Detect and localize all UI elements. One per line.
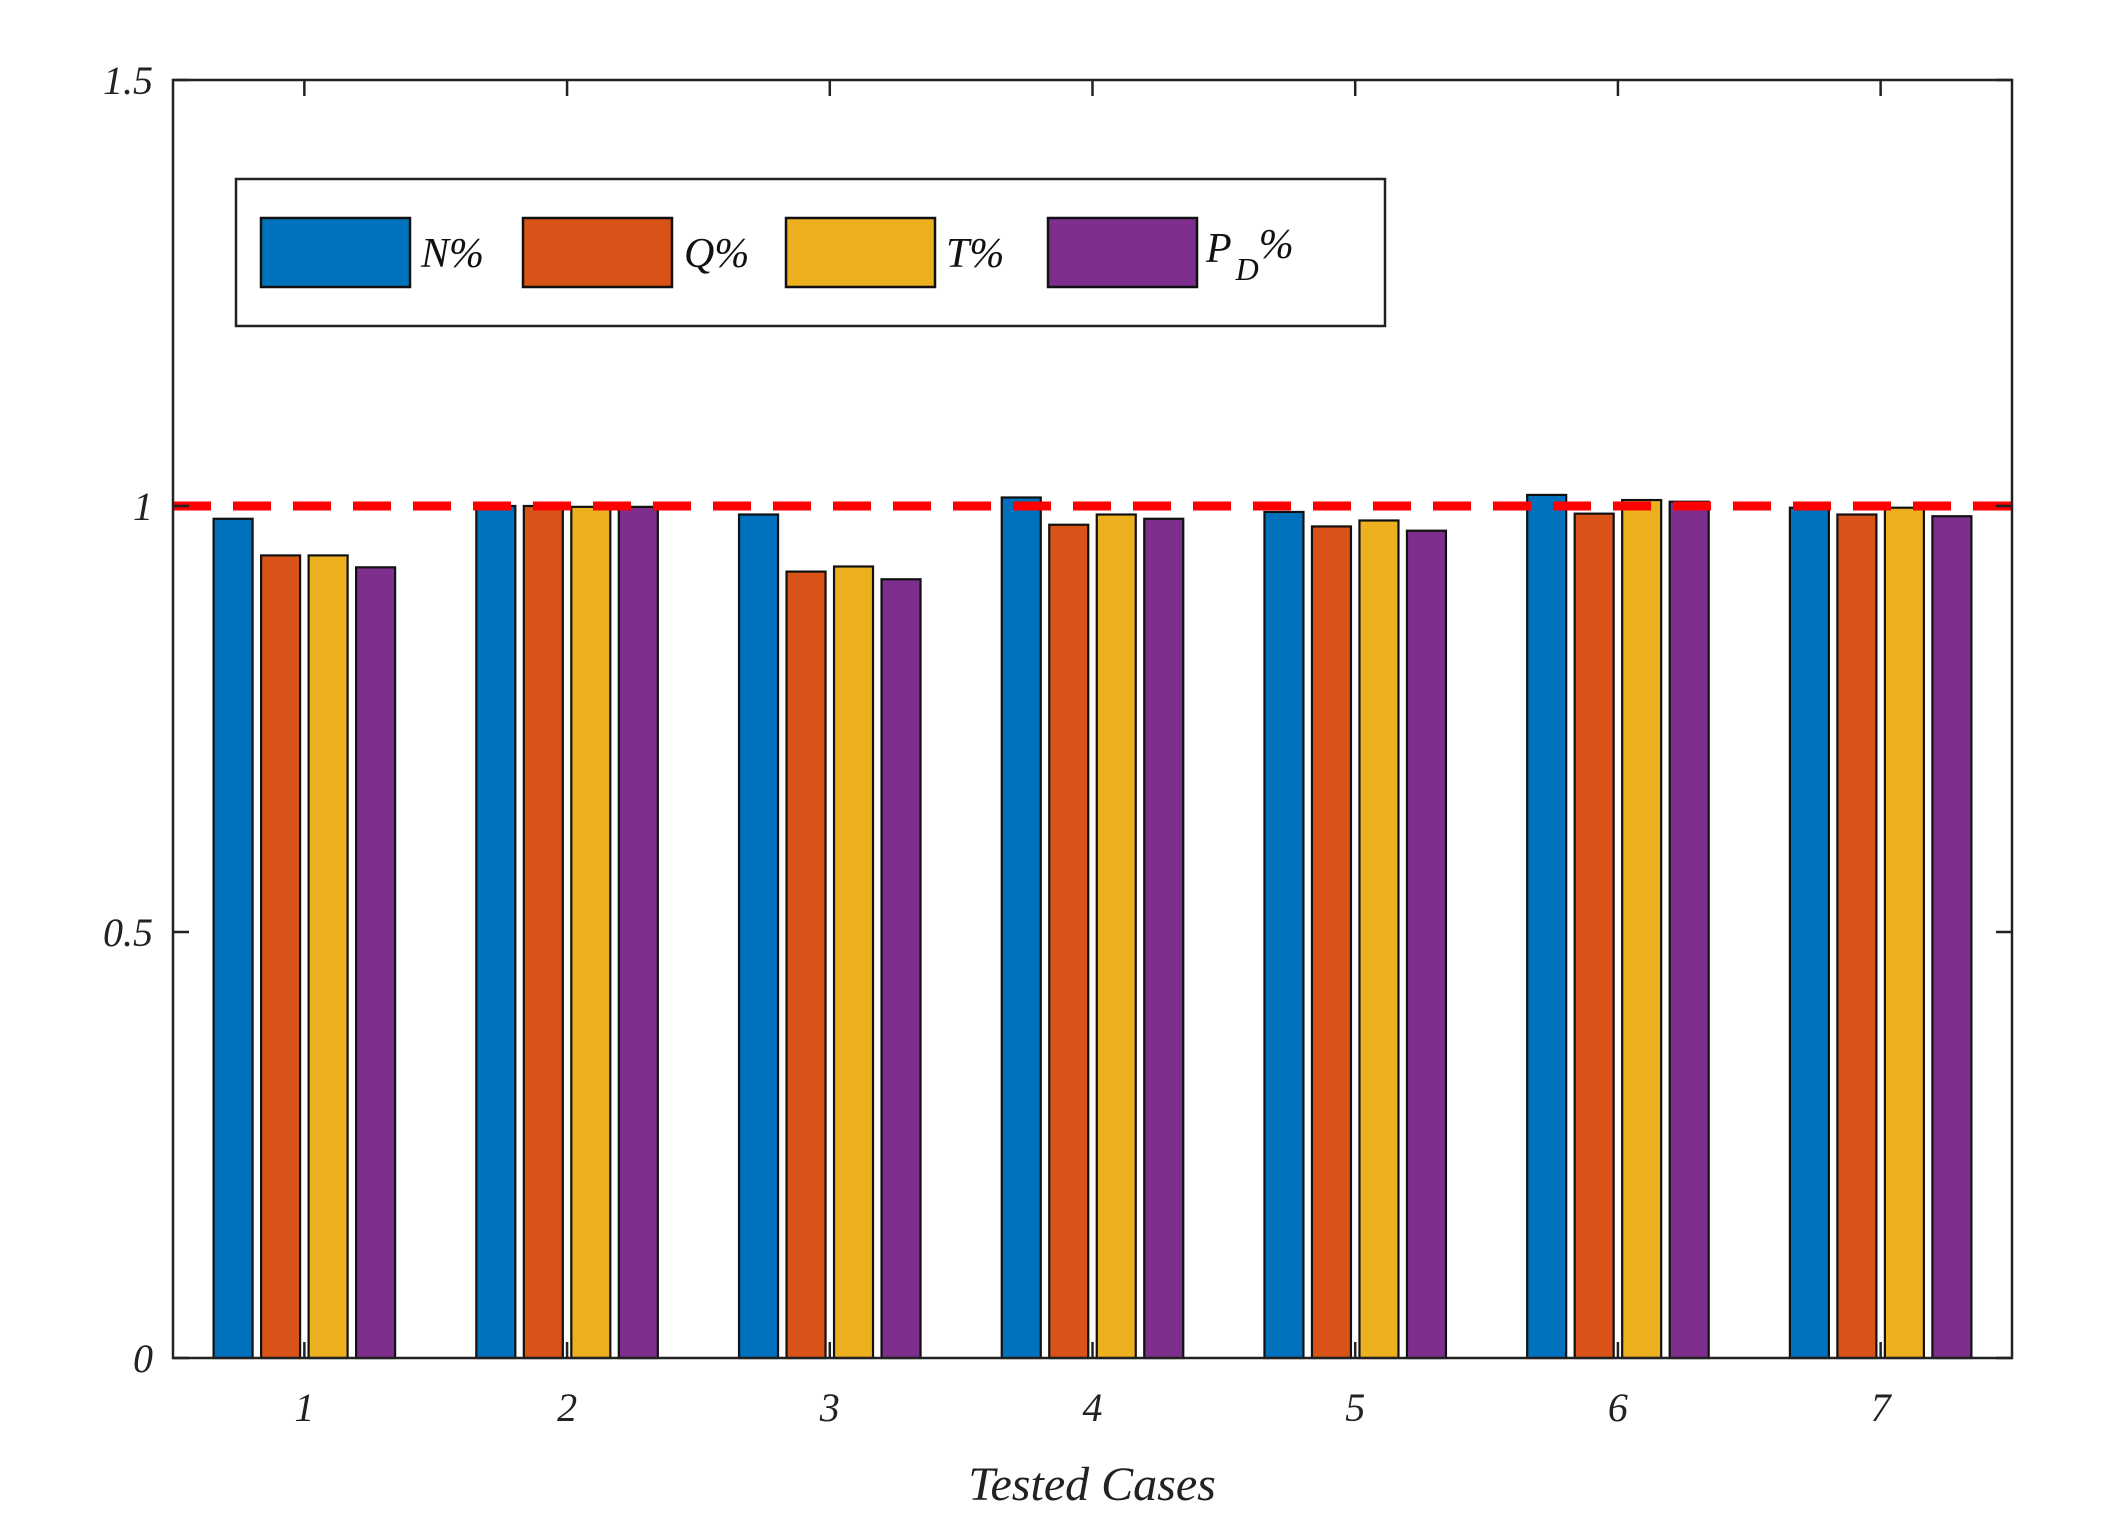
bar-pd-case-2	[617, 505, 659, 1360]
x-tick-label-7: 7	[1871, 1385, 1893, 1430]
legend: N% Q% T% P D%	[234, 177, 1387, 328]
legend-swatch-n	[259, 216, 412, 289]
legend-label-t: T%	[946, 231, 1004, 277]
bar-t-case-6	[1621, 498, 1663, 1360]
y-tick-label-0.5: 0.5	[103, 910, 153, 955]
bars-layer	[212, 493, 1973, 1360]
bar-q-case-3	[785, 570, 827, 1360]
bar-q-case-1	[260, 554, 302, 1360]
bar-t-case-7	[1883, 506, 1925, 1360]
bar-t-case-4	[1095, 513, 1137, 1360]
bar-pd-case-1	[355, 566, 397, 1360]
tick-labels-layer: 1 2 3 4 5 6 7 0 0.5 1 1.5	[103, 58, 1893, 1430]
bar-t-case-3	[832, 565, 875, 1360]
y-tick-label-0: 0	[133, 1336, 153, 1381]
bar-q-case-4	[1048, 523, 1090, 1360]
bar-pd-case-4	[1143, 517, 1185, 1360]
bar-q-case-5	[1310, 525, 1353, 1360]
x-tick-label-6: 6	[1608, 1385, 1628, 1430]
x-tick-label-3: 3	[819, 1385, 840, 1430]
bar-pd-case-3	[880, 578, 922, 1360]
legend-label-q: Q%	[684, 231, 749, 277]
x-tick-label-5: 5	[1345, 1385, 1365, 1430]
x-tick-label-1: 1	[294, 1385, 314, 1430]
bar-pd-case-6	[1668, 500, 1710, 1360]
bar-t-case-5	[1358, 519, 1400, 1360]
x-tick-label-2: 2	[557, 1385, 577, 1430]
bar-t-case-2	[570, 505, 612, 1360]
bar-n-case-6	[1526, 493, 1568, 1360]
bar-n-case-7	[1788, 506, 1830, 1360]
bar-n-case-4	[1000, 496, 1042, 1360]
legend-swatch-pd	[1046, 216, 1199, 289]
legend-label-pd-tail: %	[1259, 222, 1294, 268]
legend-label-pd-sub: D	[1235, 251, 1259, 287]
legend-label-pd: P D%	[1205, 222, 1294, 287]
bar-q-case-2	[522, 504, 564, 1360]
legend-swatch-t	[784, 216, 937, 289]
bar-pd-case-5	[1405, 529, 1448, 1360]
bar-n-case-3	[737, 513, 780, 1360]
y-tick-label-1: 1	[133, 484, 153, 529]
legend-swatch-q	[521, 216, 674, 289]
bar-n-case-2	[475, 504, 517, 1360]
bar-n-case-5	[1263, 510, 1305, 1360]
legend-label-pd-main: P	[1205, 226, 1232, 272]
x-axis-title: Tested Cases	[968, 1458, 1216, 1511]
bar-t-case-1	[307, 554, 349, 1360]
ticks-layer	[173, 78, 2012, 1360]
x-tick-label-4: 4	[1083, 1385, 1103, 1430]
legend-label-n: N%	[420, 231, 484, 277]
bar-q-case-6	[1573, 512, 1615, 1360]
bar-pd-case-7	[1931, 515, 1973, 1360]
bar-n-case-1	[212, 517, 254, 1360]
y-tick-label-1.5: 1.5	[103, 58, 153, 103]
bar-q-case-7	[1836, 513, 1878, 1360]
